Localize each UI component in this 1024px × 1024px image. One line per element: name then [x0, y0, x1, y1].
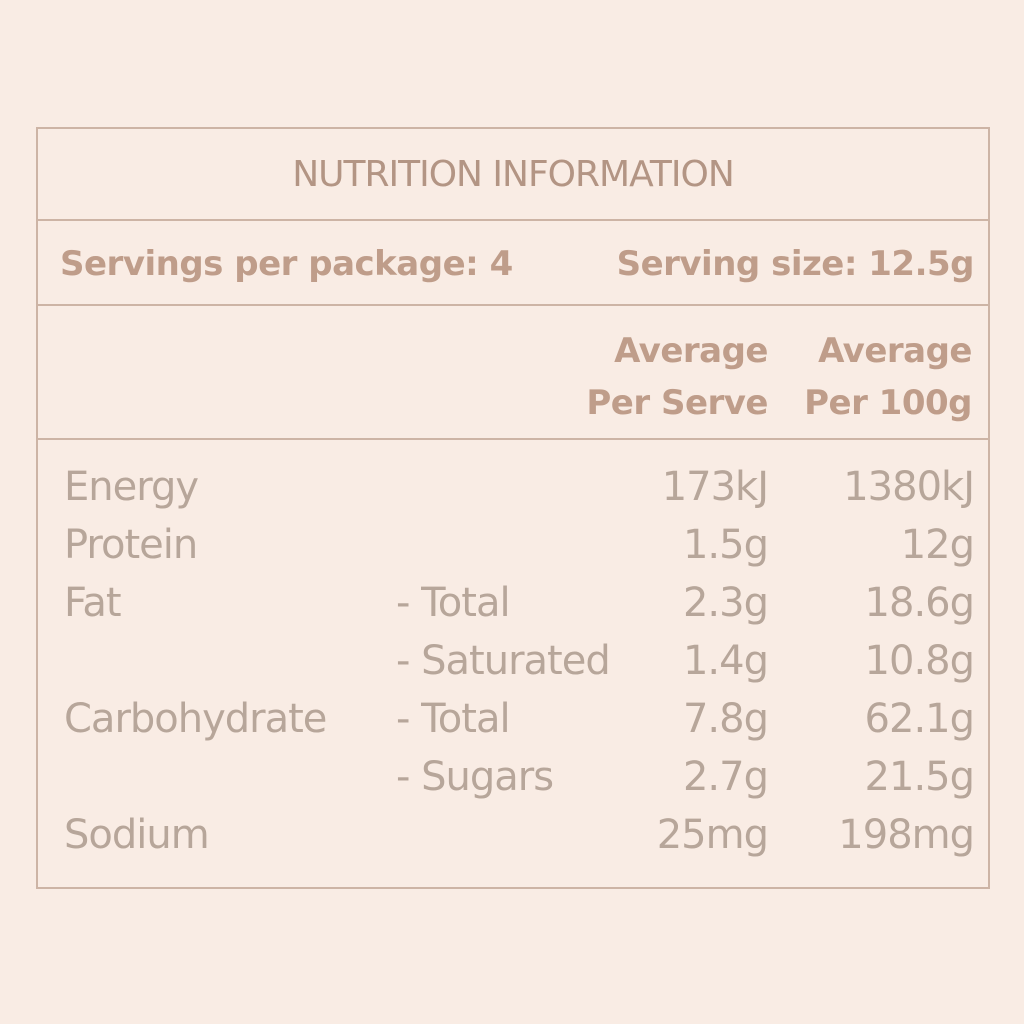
nutrient-subtype: - Total — [396, 696, 511, 742]
column-header-per-serve: Average Per Serve — [586, 325, 768, 429]
nutrient-name: Carbohydrate — [64, 696, 327, 742]
serving-size: Serving size: 12.5g — [616, 244, 975, 284]
per-100g-value: 62.1g — [864, 696, 975, 742]
per-100g-value: 1380kJ — [843, 464, 975, 510]
nutrition-panel: NUTRITION INFORMATION Servings per packa… — [36, 127, 990, 889]
per-serve-value: 7.8g — [682, 696, 769, 742]
divider — [38, 219, 988, 221]
nutrient-name: Energy — [64, 464, 199, 510]
per-100g-value: 198mg — [838, 812, 975, 858]
nutrient-name: Protein — [64, 522, 198, 568]
per-100g-value: 12g — [900, 522, 975, 568]
per-100g-value: 18.6g — [864, 580, 975, 626]
divider — [38, 304, 988, 306]
column-header-line: Per Serve — [586, 383, 768, 423]
per-serve-value: 1.4g — [682, 638, 769, 684]
per-serve-value: 1.5g — [682, 522, 769, 568]
servings-per-package: Servings per package: 4 — [60, 244, 513, 284]
per-100g-value: 21.5g — [864, 754, 975, 800]
divider — [38, 438, 988, 440]
nutrient-subtype: - Sugars — [396, 754, 554, 800]
column-header-line: Average — [614, 331, 768, 371]
per-serve-value: 25mg — [656, 812, 769, 858]
per-100g-value: 10.8g — [864, 638, 975, 684]
column-header-line: Per 100g — [804, 383, 972, 423]
panel-title: NUTRITION INFORMATION — [292, 154, 735, 195]
nutrient-name: Fat — [64, 580, 122, 626]
per-serve-value: 2.3g — [682, 580, 769, 626]
per-serve-value: 173kJ — [661, 464, 769, 510]
column-header-per-100g: Average Per 100g — [804, 325, 972, 429]
nutrient-subtype: - Total — [396, 580, 511, 626]
column-header-line: Average — [818, 331, 972, 371]
per-serve-value: 2.7g — [682, 754, 769, 800]
nutrient-name: Sodium — [64, 812, 210, 858]
nutrient-subtype: - Saturated — [396, 638, 611, 684]
